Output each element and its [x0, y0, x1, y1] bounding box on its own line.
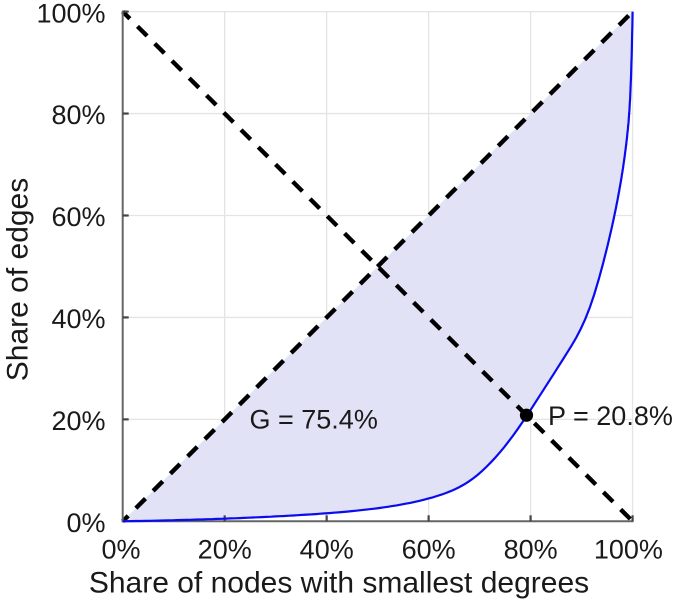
svg-text:80%: 80% [51, 100, 105, 130]
svg-text:20%: 20% [51, 406, 105, 436]
svg-text:40%: 40% [51, 304, 105, 334]
svg-text:Share of nodes with smallest d: Share of nodes with smallest degrees [89, 567, 589, 600]
svg-text:40%: 40% [300, 534, 354, 564]
svg-text:Share of edges: Share of edges [1, 178, 34, 381]
svg-text:G = 75.4%: G = 75.4% [250, 405, 378, 435]
svg-text:60%: 60% [402, 534, 456, 564]
svg-text:20%: 20% [198, 534, 252, 564]
svg-text:0%: 0% [66, 508, 105, 538]
svg-text:80%: 80% [504, 534, 558, 564]
svg-text:100%: 100% [36, 0, 105, 28]
svg-text:60%: 60% [51, 202, 105, 232]
svg-text:P = 20.8%: P = 20.8% [548, 401, 673, 431]
svg-text:0%: 0% [101, 534, 140, 564]
svg-text:100%: 100% [594, 534, 663, 564]
